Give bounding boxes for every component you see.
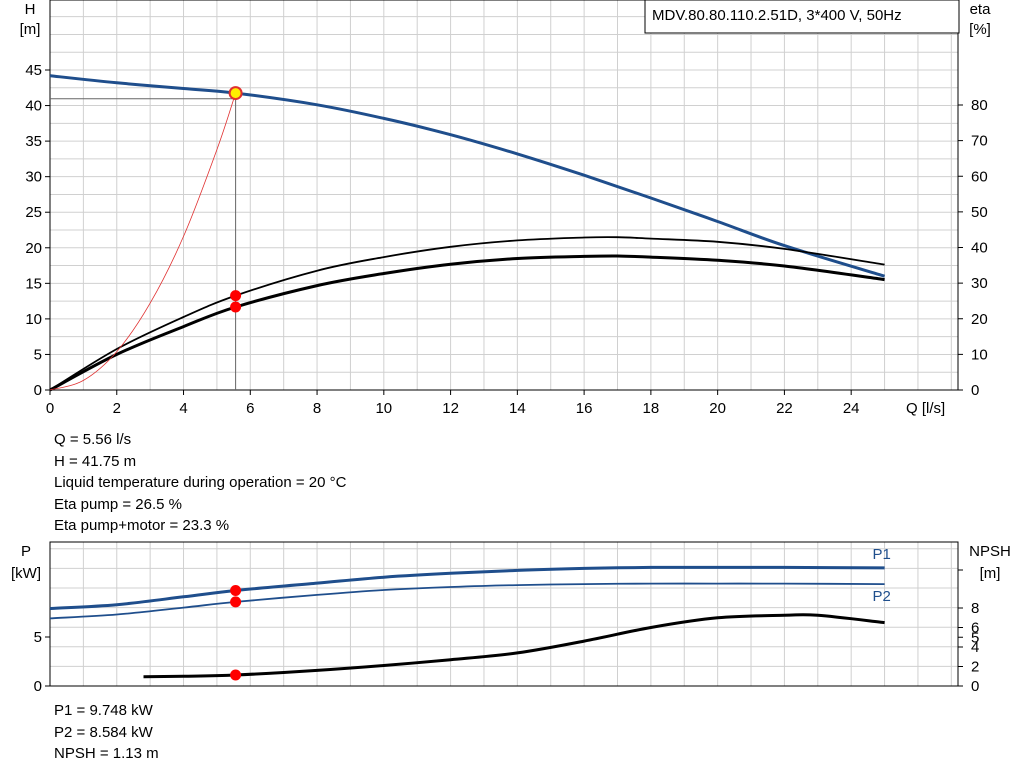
- npsh-tick-label: 2: [971, 659, 979, 676]
- info-npsh: NPSH = 1.13 m: [54, 745, 159, 763]
- y-left-tick-label: 40: [25, 98, 42, 115]
- bottom-marker-2: [230, 669, 242, 681]
- eta-axis-unit: [%]: [969, 21, 991, 38]
- bottom-marker-0: [230, 584, 242, 596]
- x-tick-label: 12: [442, 400, 459, 417]
- x-tick-label: 0: [46, 400, 54, 417]
- y-left-tick-label: 25: [25, 204, 42, 221]
- tick-layer: 0 2 4 6 8 10 12 14 16 18 20 22 240510152025303540450…: [11, 1, 1011, 695]
- info-p2: P2 = 8.584 kW: [54, 723, 153, 741]
- npsh-tick-label: 8: [971, 600, 979, 617]
- x-tick-label: 18: [643, 400, 660, 417]
- y-left-tick-label: 5: [34, 346, 42, 363]
- y-left-tick-label: 30: [25, 169, 42, 186]
- model-title-box: MDV.80.80.110.2.51D, 3*400 V, 50Hz: [644, 0, 960, 34]
- x-tick-label: 10: [375, 400, 392, 417]
- npsh-axis-unit: [m]: [980, 565, 1001, 582]
- y-right-tick-label: 20: [971, 311, 988, 328]
- x-tick-label: 4: [179, 400, 187, 417]
- h-axis-label: H: [25, 1, 36, 18]
- y-right-tick-label: 80: [971, 97, 988, 114]
- x-tick-label: 16: [576, 400, 593, 417]
- npsh-tick-label: 5: [971, 629, 979, 646]
- info-h: H = 41.75 m: [54, 452, 137, 470]
- p-axis-label: P: [21, 543, 31, 560]
- y-left-tick-label: 20: [25, 240, 42, 257]
- x-tick-label: 24: [843, 400, 860, 417]
- series-layer: P1 P2: [49, 74, 891, 679]
- x-tick-label: 6: [246, 400, 254, 417]
- x-tick-label: 8: [313, 400, 321, 417]
- info-eta-pump-motor: Eta pump+motor = 23.3 %: [54, 517, 230, 535]
- x-tick-label: 14: [509, 400, 526, 417]
- y-right-tick-label: 0: [971, 382, 979, 399]
- y-left-tick-label: 35: [25, 133, 42, 150]
- bottom-chart-grid: [49, 541, 959, 687]
- info-q: Q = 5.56 l/s: [54, 431, 132, 448]
- p-tick-label: 0: [34, 678, 42, 695]
- npsh-tick-label: 6: [971, 620, 979, 637]
- y-right-tick-label: 60: [971, 168, 988, 185]
- y-left-tick-label: 10: [25, 311, 42, 328]
- y-left-tick-label: 45: [25, 62, 42, 79]
- y-right-tick-label: 10: [971, 346, 988, 363]
- model-title: MDV.80.80.110.2.51D, 3*400 V, 50Hz: [652, 7, 902, 24]
- top-chart-grid: [49, 0, 959, 391]
- top-series-1-line: [49, 236, 885, 391]
- series-p2-line: [49, 582, 885, 620]
- x-tick-label: 20: [709, 400, 726, 417]
- top-marker-0: [230, 290, 242, 302]
- q-axis-label: Q [l/s]: [906, 400, 945, 417]
- series-p1-line: [49, 565, 885, 611]
- y-right-tick-label: 40: [971, 240, 988, 257]
- info-liquid-temp: Liquid temperature during operation = 20…: [54, 474, 347, 492]
- top-series-0-line: [49, 74, 886, 278]
- y-right-tick-label: 50: [971, 204, 988, 221]
- info-p1: P1 = 9.748 kW: [54, 702, 153, 719]
- bottom-plot-frame: [49, 541, 959, 687]
- y-left-tick-label: 15: [25, 275, 42, 292]
- y-left-tick-label: 0: [34, 382, 42, 399]
- npsh-tick-label: 4: [971, 639, 979, 656]
- p-tick-label: 5: [34, 629, 42, 646]
- x-tick-label: 22: [776, 400, 793, 417]
- series-label-p2: P2: [873, 588, 891, 605]
- top-marker-1: [230, 301, 242, 313]
- npsh-axis-label: NPSH: [969, 543, 1011, 560]
- marker-layer: [228, 86, 243, 681]
- h-axis-unit: [m]: [20, 21, 41, 38]
- x-tick-label: 2: [113, 400, 121, 417]
- power-info: P1 = 9.748 kW P2 = 8.584 kW NPSH = 1.13 …: [54, 700, 159, 765]
- operating-point-info: Q = 5.56 l/s H = 41.75 m Liquid temperat…: [54, 429, 346, 537]
- y-right-tick-label: 30: [971, 275, 988, 292]
- series-label-p1: P1: [873, 546, 891, 563]
- info-eta-pump: Eta pump = 26.5 %: [54, 495, 182, 513]
- top-series-2-line: [49, 254, 885, 392]
- operating-point-marker: [228, 86, 243, 101]
- p-axis-unit: [kW]: [11, 565, 41, 582]
- eta-axis-label: eta: [970, 1, 992, 18]
- top-series-3-line: [49, 92, 236, 391]
- top-plot-frame: [49, 0, 959, 391]
- series-npsh-line: [143, 613, 885, 679]
- bottom-marker-1: [230, 596, 242, 608]
- npsh-tick-label: 0: [971, 678, 979, 695]
- y-right-tick-label: 70: [971, 133, 988, 150]
